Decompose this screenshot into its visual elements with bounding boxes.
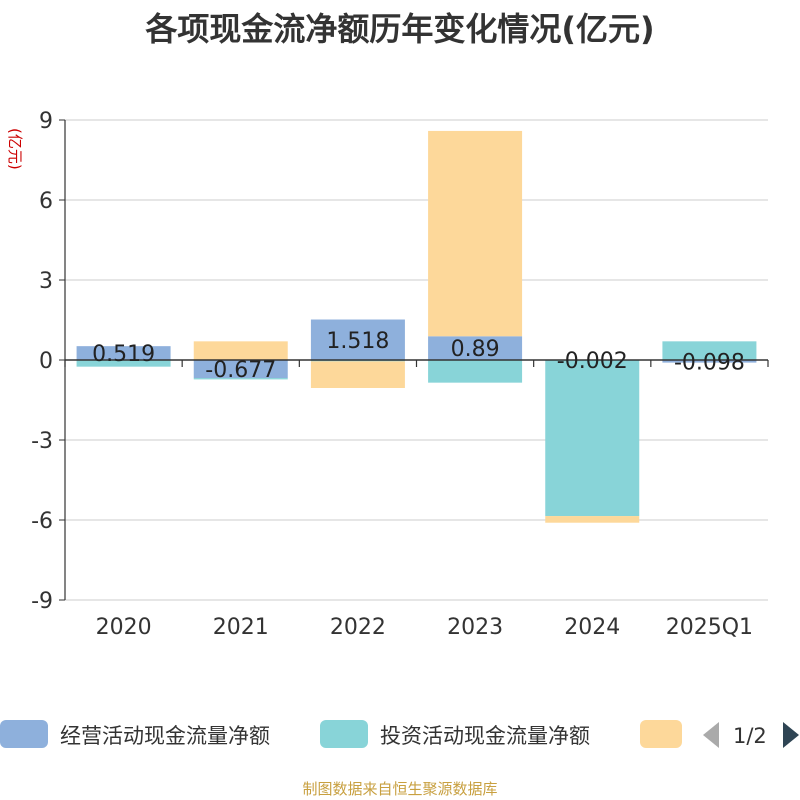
x-tick-label: 2021 — [213, 615, 269, 640]
x-tick-label: 2022 — [330, 615, 386, 640]
legend-page-indicator: 1/2 — [733, 724, 767, 748]
bar-layer — [76, 130, 757, 523]
legend-swatch-series-3[interactable] — [640, 720, 682, 748]
data-label: -0.677 — [205, 358, 276, 383]
data-label: 1.518 — [326, 329, 389, 354]
y-tick-label: 3 — [39, 269, 53, 294]
axis-layer: 9 6 3 0 -3 -6 -9 2020 2021 2022 2023 2024 2025Q1 — [31, 109, 769, 640]
legend-next-icon[interactable] — [783, 722, 799, 748]
legend-label-series-1[interactable]: 经营活动现金流量净额 — [60, 724, 270, 748]
y-tick-label: -6 — [31, 509, 53, 534]
bar-series-2 — [76, 360, 171, 367]
bar-series-2 — [662, 341, 757, 360]
legend: 经营活动现金流量净额 投资活动现金流量净额 1/2 — [0, 720, 799, 748]
x-tick-label: 2025Q1 — [666, 615, 753, 640]
bar-series-3 — [428, 130, 523, 337]
chart-title: 各项现金流净额历年变化情况(亿元) — [145, 10, 655, 48]
x-tick-label: 2023 — [447, 615, 503, 640]
legend-swatch-series-1[interactable] — [0, 720, 48, 748]
data-label: 0.519 — [92, 342, 155, 367]
y-tick-label: 9 — [39, 109, 53, 134]
y-tick-label: -3 — [31, 429, 53, 454]
bar-series-1 — [193, 360, 288, 379]
y-tick-label: -9 — [31, 589, 53, 614]
x-tick-label: 2024 — [564, 615, 620, 640]
bar-series-1 — [662, 360, 757, 363]
legend-label-series-2[interactable]: 投资活动现金流量净额 — [380, 724, 590, 748]
bar-series-3 — [310, 361, 405, 388]
data-label: -0.002 — [557, 349, 628, 374]
label-layer: 0.519 -0.677 1.518 0.89 -0.002 -0.098 — [92, 329, 745, 383]
bar-series-3 — [545, 516, 640, 523]
bar-series-3 — [193, 341, 288, 360]
bar-series-2 — [428, 360, 523, 383]
legend-swatch-series-2[interactable] — [320, 720, 368, 748]
data-label: -0.098 — [674, 350, 745, 375]
bar-series-2 — [193, 378, 288, 380]
x-tick-label: 2020 — [96, 615, 152, 640]
y-axis-unit: (亿元) — [6, 128, 24, 170]
legend-prev-icon[interactable] — [703, 722, 719, 748]
data-label: 0.89 — [451, 337, 500, 362]
y-tick-label: 6 — [39, 189, 53, 214]
bar-series-2 — [545, 360, 640, 517]
source-note: 制图数据来自恒生聚源数据库 — [302, 780, 498, 798]
bar-series-1 — [428, 336, 523, 360]
bar-series-1 — [310, 319, 405, 360]
y-tick-label: 0 — [39, 349, 53, 374]
bar-series-1 — [76, 346, 171, 360]
